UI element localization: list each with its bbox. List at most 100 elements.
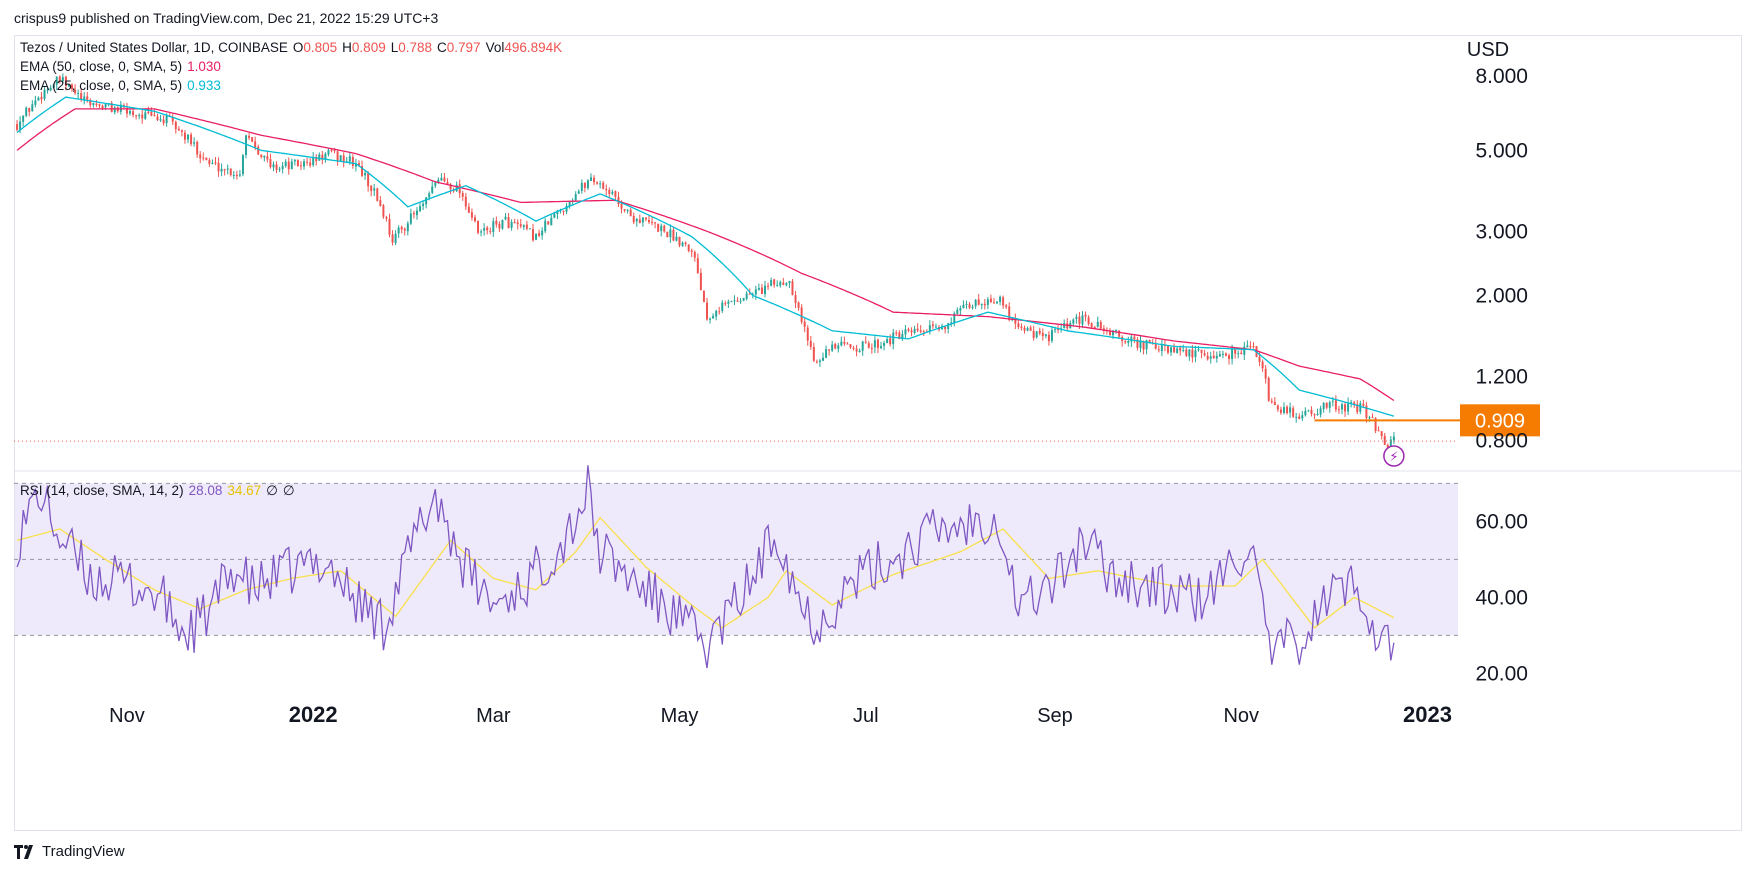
candle-body	[1292, 408, 1295, 417]
event-icon[interactable]	[1383, 445, 1405, 467]
candle-body	[632, 216, 635, 223]
candle-body	[153, 114, 156, 116]
candle-body	[550, 217, 553, 226]
candle-body	[467, 206, 470, 213]
candle-body	[1301, 415, 1304, 419]
candle-body	[583, 182, 586, 188]
candle-body	[580, 182, 583, 192]
candle-body	[895, 332, 898, 334]
candle-body	[611, 191, 614, 194]
candle-body	[736, 300, 739, 302]
candle-body	[464, 196, 467, 207]
candle-body	[916, 328, 919, 331]
candle-body	[61, 77, 64, 82]
candle-body	[1218, 354, 1221, 357]
candle-body	[721, 302, 724, 311]
candle-body	[104, 104, 107, 108]
candle-body	[144, 112, 147, 119]
candle-body	[922, 331, 925, 333]
ema50-line	[16, 108, 1395, 402]
candle-body	[278, 168, 281, 170]
candle-body	[391, 234, 394, 243]
open-value: 0.805	[303, 40, 338, 55]
candle-body	[1298, 416, 1301, 419]
candle-body	[1047, 334, 1050, 342]
candle-body	[809, 340, 812, 347]
ema50-legend[interactable]: EMA (50, close, 0, SMA, 5) 1.030	[20, 59, 226, 74]
candle-body	[803, 321, 806, 327]
candle-body	[623, 209, 626, 211]
candle-body	[174, 121, 177, 130]
publish-header: crispus9 published on TradingView.com, D…	[14, 10, 439, 26]
candle-body	[333, 150, 336, 152]
candle-body	[1221, 353, 1224, 355]
symbol-name[interactable]: Tezos / United States Dollar, 1D, COINBA…	[20, 40, 288, 55]
ema25-value: 0.933	[187, 78, 221, 93]
candle-body	[31, 104, 34, 112]
candle-body	[907, 329, 910, 331]
candle-body	[19, 121, 22, 131]
candle-body	[1344, 404, 1347, 412]
candle-body	[818, 360, 821, 363]
ema50-value: 1.030	[187, 59, 221, 74]
candle-body	[480, 231, 483, 233]
candle-body	[1206, 355, 1209, 360]
candle-body	[446, 182, 449, 184]
rsi-legend[interactable]: RSI (14, close, SMA, 14, 2) 28.08 34.67 ∅ ∅	[20, 483, 300, 499]
candle-body	[715, 310, 718, 317]
candle-body	[440, 177, 443, 181]
candle-body	[693, 252, 696, 258]
candle-body	[1063, 323, 1066, 329]
candle-body	[232, 174, 235, 176]
candle-body	[89, 99, 92, 106]
candle-body	[1023, 327, 1026, 331]
rsi-axis-tick: 60.00	[1475, 510, 1528, 533]
candle-body	[776, 284, 779, 286]
candle-body	[1139, 340, 1142, 349]
candle-body	[666, 231, 669, 237]
footer-brand[interactable]: TradingView	[14, 843, 125, 860]
candle-body	[1337, 409, 1340, 411]
candle-body	[1194, 350, 1197, 357]
candle-body	[605, 188, 608, 191]
candle-body	[767, 285, 770, 287]
support-price-tag[interactable]	[1460, 404, 1540, 437]
time-axis-tick: 2022	[289, 702, 338, 727]
candle-body	[1182, 350, 1185, 352]
candle-body	[989, 298, 992, 303]
candle-body	[403, 228, 406, 231]
candle-body	[858, 350, 861, 353]
candle-body	[1170, 347, 1173, 353]
candle-body	[101, 105, 104, 109]
candle-body	[431, 186, 434, 193]
candle-body	[843, 341, 846, 344]
candle-body	[269, 159, 272, 168]
candle-body	[40, 96, 43, 100]
candle-body	[663, 225, 666, 232]
ema25-legend[interactable]: EMA (25, close, 0, SMA, 5) 0.933	[20, 78, 226, 93]
candle-body	[110, 103, 113, 113]
candle-body	[504, 216, 507, 220]
price-axis-tick: 3.000	[1475, 220, 1528, 243]
candle-body	[898, 332, 901, 340]
candle-body	[880, 346, 883, 349]
candle-body	[211, 162, 214, 164]
candle-body	[461, 193, 464, 197]
candle-body	[745, 293, 748, 299]
rsi-ma-line	[16, 516, 1395, 629]
candle-body	[1316, 414, 1319, 416]
candle-body	[477, 220, 480, 233]
candle-body	[992, 302, 995, 304]
candle-body	[1231, 348, 1234, 360]
candle-body	[1264, 368, 1267, 379]
candle-body	[434, 182, 437, 186]
candle-body	[1148, 339, 1151, 344]
candle-body	[568, 202, 571, 207]
candle-body	[519, 224, 522, 227]
candle-body	[754, 289, 757, 295]
candle-body	[934, 326, 937, 328]
candle-body	[1176, 348, 1179, 353]
candle-body	[770, 280, 773, 286]
candle-body	[773, 279, 776, 285]
